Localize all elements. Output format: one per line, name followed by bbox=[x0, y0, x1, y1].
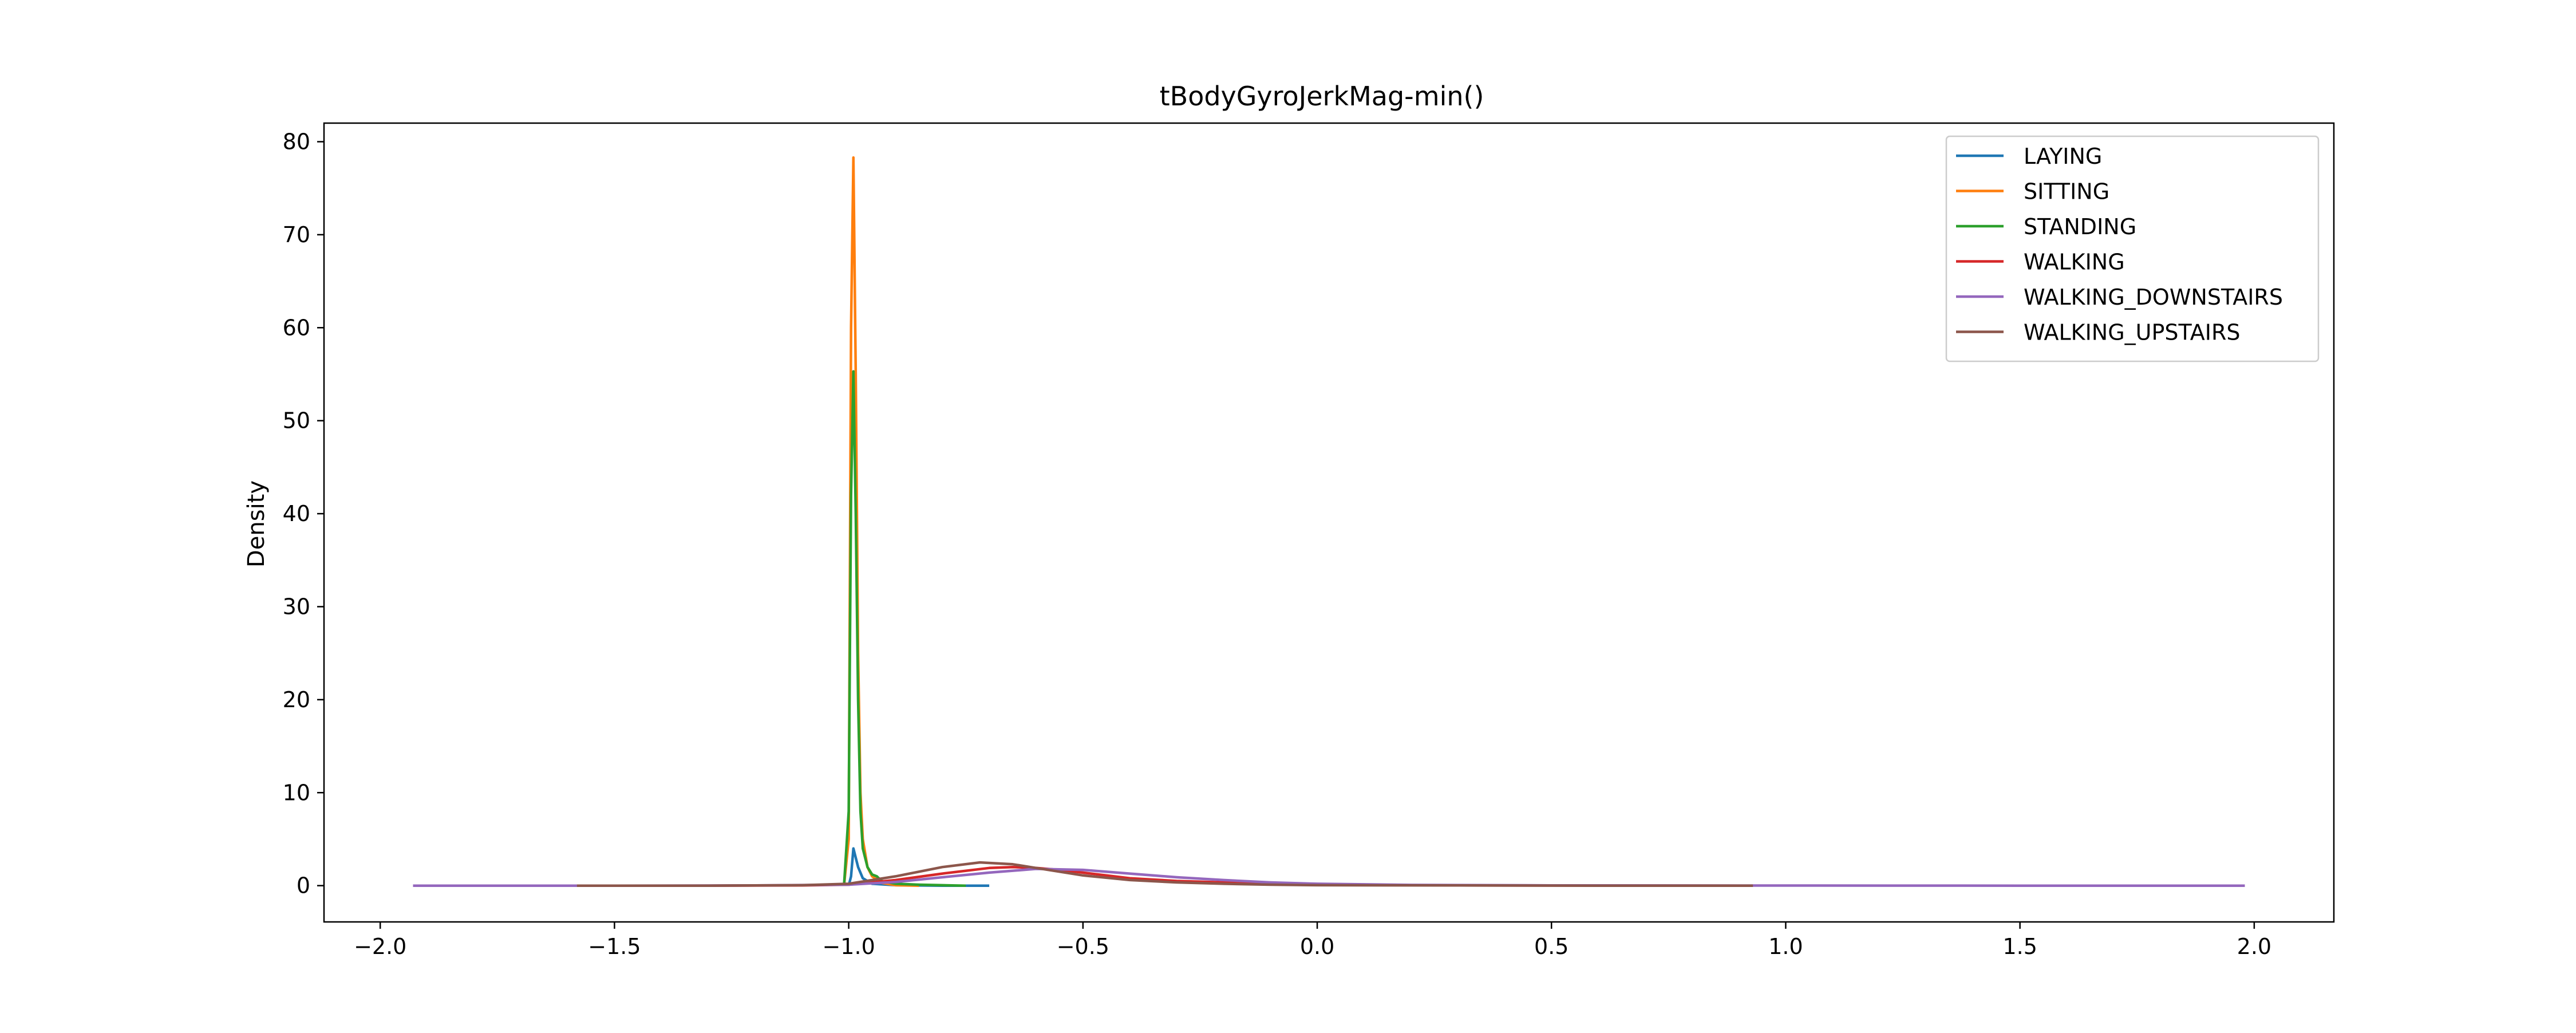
y-tick-label: 70 bbox=[283, 222, 310, 247]
x-tick-label: 1.0 bbox=[1768, 934, 1803, 959]
legend-label: LAYING bbox=[2024, 144, 2102, 169]
x-tick-label: 1.5 bbox=[2002, 934, 2037, 959]
chart-title: tBodyGyroJerkMag-min() bbox=[1160, 81, 1484, 112]
y-tick-label: 20 bbox=[283, 687, 310, 712]
legend-label: SITTING bbox=[2024, 179, 2109, 204]
y-axis-label: Density bbox=[243, 480, 270, 567]
series-layer bbox=[413, 156, 2245, 887]
x-tick-label: 2.0 bbox=[2237, 934, 2271, 959]
plot-area: −2.0 −1.5 −1.0 −0.5 0.0 0.5 1.0 1.5 2.0 0 10 20 30 40… bbox=[283, 122, 2335, 959]
x-tick-label: −1.5 bbox=[588, 934, 641, 959]
y-tick-label: 80 bbox=[283, 129, 310, 154]
legend-label: STANDING bbox=[2024, 214, 2136, 239]
x-tick-label: −2.0 bbox=[354, 934, 406, 959]
legend-box bbox=[1945, 135, 2320, 362]
axes-layer: −2.0 −1.5 −1.0 −0.5 0.0 0.5 1.0 1.5 2.0 0 10 20 30 40… bbox=[283, 122, 2335, 959]
x-tick-label: −0.5 bbox=[1057, 934, 1109, 959]
y-tick-label: 10 bbox=[283, 780, 310, 805]
y-tick-label: 50 bbox=[283, 408, 310, 433]
legend-label: WALKING_UPSTAIRS bbox=[2024, 320, 2241, 345]
y-tick-label: 60 bbox=[283, 315, 310, 340]
x-tick-label: 0.5 bbox=[1534, 934, 1568, 959]
y-tick-label: 30 bbox=[283, 594, 310, 619]
x-tick-label: −1.0 bbox=[822, 934, 875, 959]
legend-label: WALKING_DOWNSTAIRS bbox=[2024, 285, 2283, 310]
y-tick-label: 0 bbox=[297, 873, 310, 898]
x-tick-label: 0.0 bbox=[1300, 934, 1334, 959]
series-line-standing bbox=[843, 370, 966, 887]
series-line-walking-upstairs bbox=[576, 861, 1753, 887]
y-tick-label: 40 bbox=[283, 501, 310, 526]
legend-label: WALKING bbox=[2024, 250, 2125, 275]
legend: LAYING SITTING STANDING WALKING WALKING_DOWN… bbox=[1945, 135, 2320, 362]
axes-frame bbox=[323, 122, 2335, 923]
